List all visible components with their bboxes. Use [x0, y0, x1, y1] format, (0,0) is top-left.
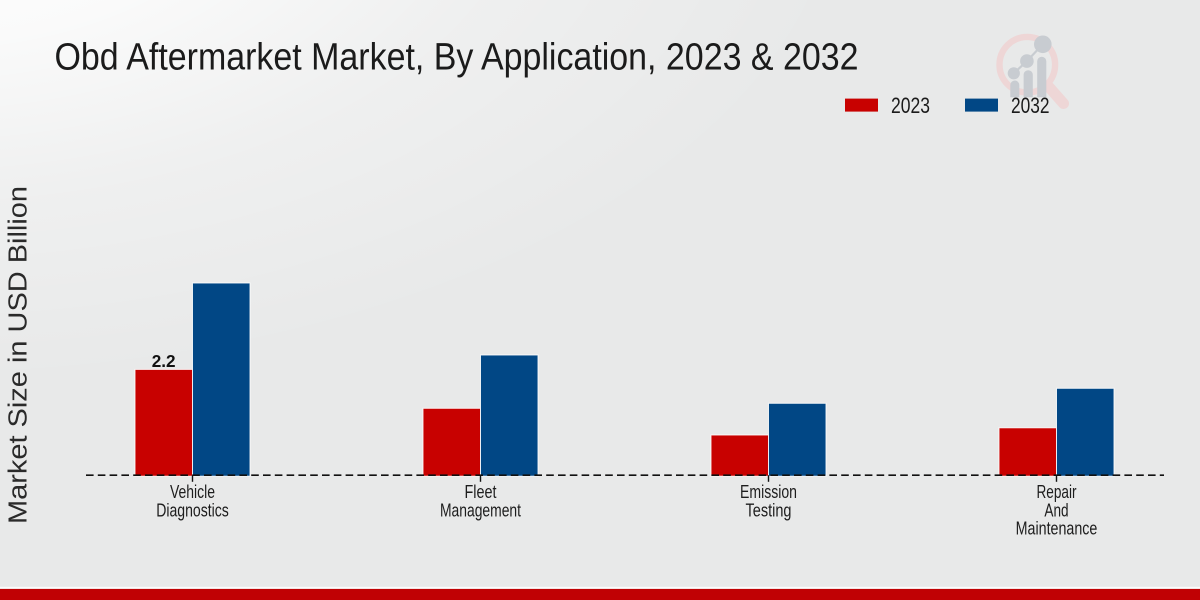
- svg-text:Fleet: Fleet: [465, 482, 497, 502]
- svg-text:Testing: Testing: [746, 501, 792, 521]
- svg-text:Emission: Emission: [740, 482, 797, 502]
- svg-text:Management: Management: [440, 501, 521, 521]
- svg-text:Repair: Repair: [1037, 482, 1077, 502]
- svg-text:And: And: [1044, 501, 1068, 521]
- svg-text:2032: 2032: [1011, 93, 1050, 118]
- svg-text:Maintenance: Maintenance: [1016, 519, 1098, 539]
- svg-text:2023: 2023: [891, 93, 930, 118]
- svg-text:Diagnostics: Diagnostics: [156, 501, 229, 521]
- svg-text:Market Size in USD Billion: Market Size in USD Billion: [5, 186, 33, 524]
- svg-text:Vehicle: Vehicle: [170, 482, 215, 502]
- svg-text:2.2: 2.2: [152, 351, 176, 371]
- svg-text:Obd Aftermarket Market, By App: Obd Aftermarket Market, By Application, …: [55, 37, 859, 79]
